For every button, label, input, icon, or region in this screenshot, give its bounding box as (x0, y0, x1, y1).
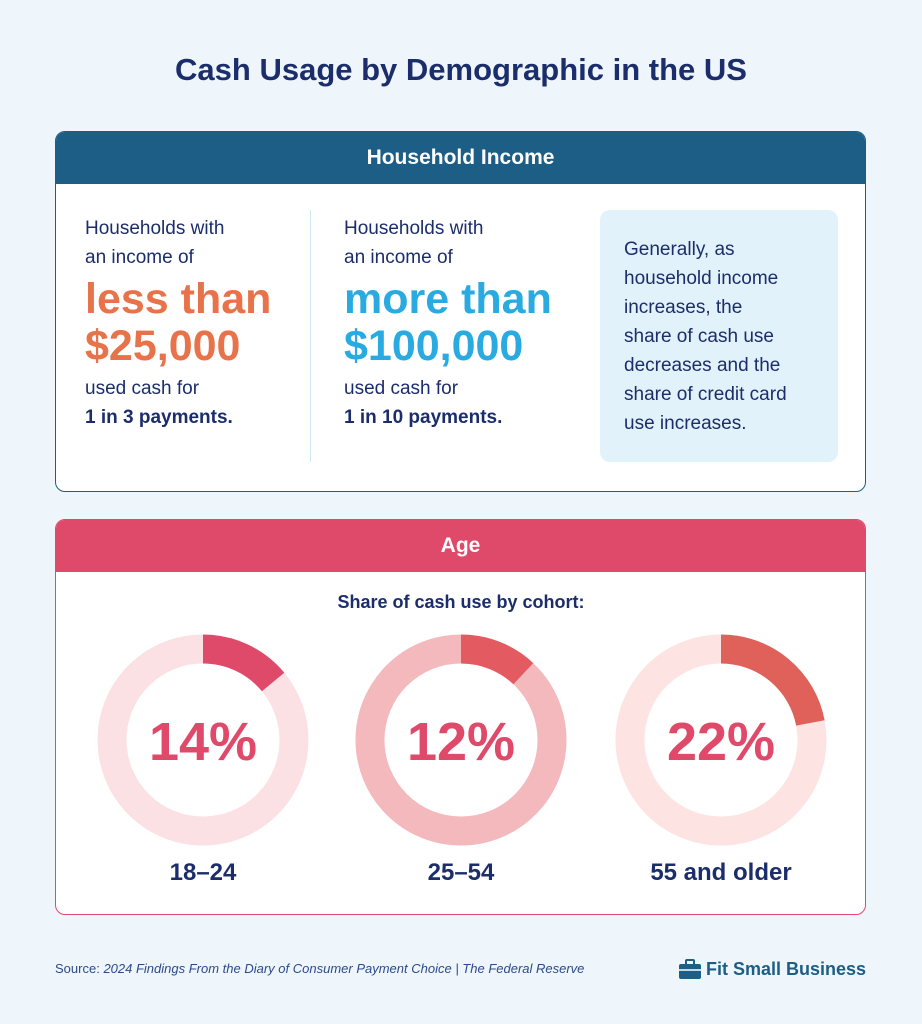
panel-header: Age (56, 520, 865, 572)
donut-segment (460, 634, 534, 685)
intro-text: Households with (85, 218, 225, 239)
panel-header: Household Income (56, 132, 865, 184)
intro-text: an income of (85, 247, 194, 268)
outro-text: used cash for (85, 378, 200, 399)
donut-segment (202, 634, 285, 692)
source: Source: 2024 Findings From the Diary of … (55, 961, 584, 976)
age-subtitle: Share of cash use by cohort: (337, 592, 585, 612)
intro-text: Households with (344, 218, 484, 239)
page-title: Cash Usage by Demographic in the US (175, 52, 747, 87)
highlight-text: $25,000 (85, 322, 241, 370)
note-panel (600, 210, 838, 462)
note-text: share of credit card (624, 384, 787, 405)
emphasis-text: 1 in 10 payments. (344, 407, 503, 428)
source-label: Source: (55, 961, 100, 976)
note-text: increases, the (624, 297, 743, 318)
age-panel: Age (55, 519, 866, 915)
source-text: 2024 Findings From the Diary of Consumer… (103, 961, 585, 976)
emphasis-text: 1 in 3 payments. (85, 407, 233, 428)
donut-segment (720, 634, 825, 727)
brand-icon (679, 959, 701, 979)
outro-text: used cash for (344, 378, 459, 399)
donut-value-label: 12% (407, 712, 515, 772)
intro-text: an income of (344, 247, 453, 268)
note-text: share of cash use (624, 326, 774, 347)
donut-title: 55 and older (650, 859, 791, 886)
divider (310, 210, 311, 462)
note-text: use increases. (624, 413, 747, 434)
brand-name: Fit Small Business (706, 959, 867, 979)
donut-value-label: 22% (667, 712, 775, 772)
note-text: household income (624, 268, 779, 289)
note-text: decreases and the (624, 355, 781, 376)
note-text: Generally, as (624, 239, 735, 260)
highlight-text: $100,000 (344, 322, 524, 370)
donut-title: 25–54 (428, 859, 495, 886)
highlight-text: less than (85, 275, 272, 323)
highlight-text: more than (344, 275, 552, 323)
donut-title: 18–24 (170, 859, 237, 886)
donut-value-label: 14% (149, 712, 257, 772)
